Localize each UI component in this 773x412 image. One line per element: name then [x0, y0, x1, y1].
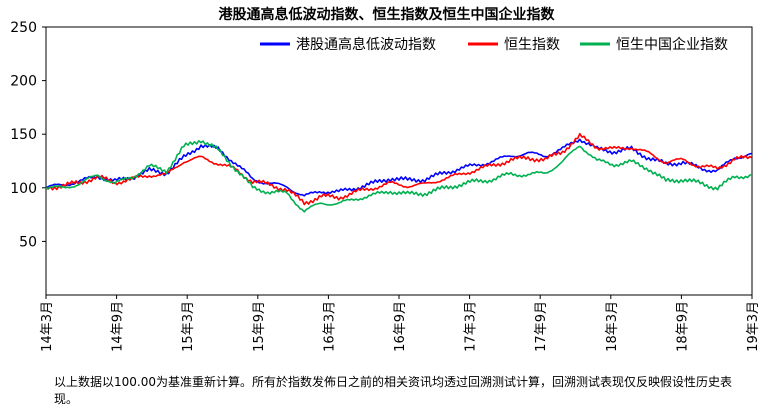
x-tick-label: 17年3月: [464, 301, 479, 352]
legend-label: 恒生指数: [504, 37, 560, 53]
x-tick-label: 14年3月: [40, 301, 55, 352]
y-tick-label: 250: [10, 20, 37, 36]
x-tick-label: 14年9月: [111, 301, 126, 352]
x-tick-label: 16年3月: [322, 301, 337, 352]
chart-title: 港股通高息低波动指数、恒生指数及恒生中国企业指数: [218, 7, 555, 23]
legend-label: 港股通高息低波动指数: [296, 36, 436, 53]
y-tick-label: 200: [10, 74, 37, 90]
x-tick-label: 15年9月: [252, 301, 267, 352]
x-tick-label: 19年3月: [746, 301, 761, 352]
y-axis: 50 100 150 200 250: [10, 20, 46, 250]
legend: 港股通高息低波动指数 恒生指数 恒生中国企业指数: [260, 36, 728, 53]
plot-area-frame: [45, 26, 753, 296]
x-tick-label: 18年9月: [675, 301, 690, 352]
x-tick-label: 17年9月: [534, 301, 549, 352]
series-line-1: [45, 132, 753, 206]
y-tick-label: 150: [10, 127, 37, 143]
x-tick-label: 15年3月: [181, 301, 196, 352]
series-lines: [45, 132, 753, 213]
legend-label: 恒生中国企业指数: [616, 36, 728, 53]
footnote: 以上数据以100.00为基准重新计算。所有於指数发佈日之前的相关资讯均透过回溯测…: [54, 375, 732, 406]
x-tick-label: 16年9月: [393, 301, 408, 352]
x-axis: 14年3月 14年9月 15年3月 15年9月 16年3月 16年9月 17年3月 17年9月…: [40, 295, 761, 352]
series-line-2: [45, 140, 753, 213]
y-tick-label: 50: [19, 234, 37, 250]
x-tick-label: 18年3月: [605, 301, 620, 352]
y-tick-label: 100: [10, 181, 37, 197]
